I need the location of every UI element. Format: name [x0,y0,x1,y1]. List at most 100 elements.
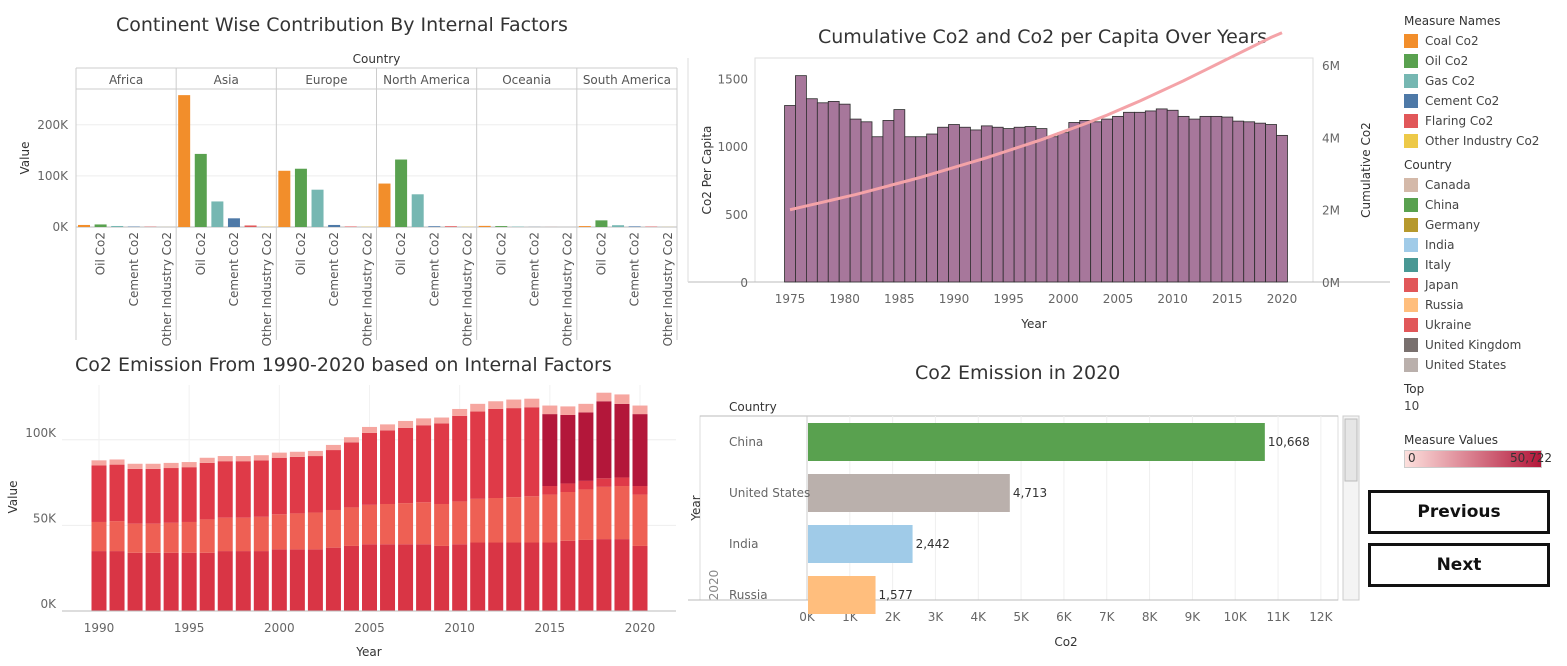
bar [495,226,508,227]
previous-button[interactable]: Previous [1368,490,1550,534]
measure-label: Other Industry Co2 [561,232,575,346]
bar-segment [596,539,612,611]
x-tick-label: 12K [1309,610,1333,624]
country-item[interactable]: Germany [1404,215,1564,235]
measure-name-item[interactable]: Cement Co2 [1404,91,1564,111]
bar-segment [181,462,197,468]
x-axis-label: Year [1020,317,1046,331]
measure-name-label: Gas Co2 [1425,74,1476,88]
x-tick-label: 2010 [1157,292,1188,306]
y-tick-label: 0K [40,597,57,611]
country-label: United Kingdom [1425,338,1522,352]
country-item[interactable]: Italy [1404,255,1564,275]
measure-name-label: Other Industry Co2 [1425,134,1540,148]
bar-segment [560,492,576,541]
bar-segment [560,483,576,493]
bar-segment [578,480,594,490]
country-item[interactable]: India [1404,235,1564,255]
x-tick-label: 4K [971,610,988,624]
country-item[interactable]: United States [1404,355,1564,375]
bar-china [808,423,1265,461]
legend-panel: Measure Names Coal Co2 Oil Co2 Gas Co2 Ceme… [1404,14,1564,468]
bar-segment [434,545,450,611]
bar-segment [217,456,233,462]
bar-segment [560,414,576,484]
measure-label: Cement Co2 [327,232,341,306]
cumulative-chart-title: Cumulative Co2 and Co2 per Capita Over Y… [818,26,1268,48]
country-item[interactable]: Canada [1404,175,1564,195]
bar-segment [488,542,504,611]
measure-name-item[interactable]: Other Industry Co2 [1404,131,1564,151]
measure-name-label: Flaring Co2 [1425,114,1494,128]
bar-segment [127,552,143,611]
top-filter-value[interactable]: 10 [1404,399,1420,413]
bar [227,218,240,227]
country-item[interactable]: Japan [1404,275,1564,295]
bar [211,201,224,227]
country-label: Germany [1425,218,1481,232]
bar-segment [307,512,323,550]
measure-name-item[interactable]: Oil Co2 [1404,51,1564,71]
bar-segment [289,513,305,550]
bar-segment [145,468,161,524]
bar [595,220,608,227]
bar-segment [578,489,594,540]
country-item[interactable]: China [1404,195,1564,215]
measure-label: Cement Co2 [427,232,441,306]
panel-header-africa: Africa [109,73,143,87]
country-swatch [1404,198,1418,212]
country-item[interactable]: Russia [1404,295,1564,315]
bar-segment [578,403,594,413]
bar-segment [614,539,630,611]
country-item[interactable]: Ukraine [1404,315,1564,335]
x-tick-label: 1990 [84,621,115,635]
bar-segment [380,503,396,545]
x-tick-label: 11K [1266,610,1290,624]
bar [94,224,107,227]
bar-segment [325,450,341,510]
x-axis-label: Co2 [1054,635,1077,649]
x-tick-label: 10K [1224,610,1248,624]
bar-segment [488,408,504,498]
measure-name-item[interactable]: Gas Co2 [1404,71,1564,91]
measure-label: Oil Co2 [494,232,508,275]
measure-name-item[interactable]: Flaring Co2 [1404,111,1564,131]
bar-segment [163,468,179,523]
bar-segment [614,477,630,487]
measure-label: Other Industry Co2 [260,232,274,346]
next-button[interactable]: Next [1368,543,1550,587]
country-swatch [1404,218,1418,232]
bar-segment [109,551,125,611]
bar [411,194,424,227]
bar-segment [91,460,107,466]
bar-segment [343,442,359,508]
bar-segment [181,552,197,611]
bar-segment [632,494,648,546]
gradient-min-label: 0 [1408,451,1416,465]
scrollbar-thumb[interactable] [1344,418,1358,482]
bar-segment [470,498,486,543]
cumulative-line [789,31,1283,212]
bar-segment [307,450,323,457]
bar-segment [253,516,269,552]
country-label: Canada [1425,178,1471,192]
x-tick-label: 1995 [174,621,205,635]
bar [178,95,191,227]
category-label: United States [729,486,810,500]
bar-united-states [808,474,1010,512]
measure-label: Other Industry Co2 [461,232,475,346]
country-swatch [1404,338,1418,352]
country-item[interactable]: United Kingdom [1404,335,1564,355]
x-tick-label: 2005 [1103,292,1134,306]
panel-header-europe: Europe [305,73,347,87]
bar-segment [325,547,341,611]
bar-segment [325,509,341,548]
bar-segment [578,539,594,611]
bar-segment [127,523,143,553]
x-tick-label: 1975 [775,292,806,306]
bar-segment [91,551,107,611]
y-tick-label: 1000 [717,140,748,154]
bar-segment [253,455,269,461]
bar-segment [632,414,648,487]
measure-name-item[interactable]: Coal Co2 [1404,31,1564,51]
